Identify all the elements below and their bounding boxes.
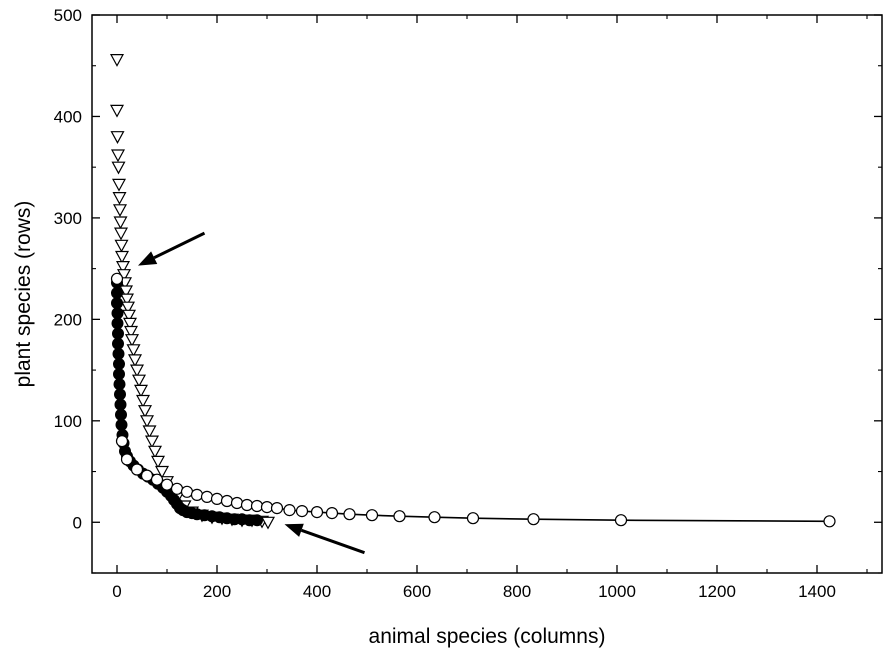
- series-3-point: [393, 510, 406, 523]
- series-1-point: [131, 374, 147, 388]
- series-3-point: [140, 469, 154, 482]
- series-1-point: [142, 425, 157, 439]
- series-1-point: [110, 149, 126, 163]
- series-1-point: [119, 293, 135, 307]
- y-tick-label: 400: [54, 107, 82, 126]
- x-axis-title: animal species (columns): [369, 625, 606, 648]
- series-1-point: [113, 216, 128, 230]
- series-3-point: [527, 513, 540, 526]
- annotation-arrow-2: [284, 523, 366, 555]
- series-1-point: [114, 250, 130, 264]
- series-1-point: [137, 405, 153, 418]
- y-tick-label: 200: [54, 310, 82, 329]
- axes: 0 200 400 600 800 1000 1200 1400 0 100 200 300 400 50…: [54, 6, 883, 601]
- series-1-point: [118, 285, 134, 299]
- series-1-point: [113, 227, 129, 241]
- series-1-point: [127, 354, 143, 368]
- series-3-point: [466, 512, 480, 525]
- x-tick-label: 400: [303, 582, 331, 601]
- series-3-point: [365, 509, 379, 522]
- series-3-point: [240, 498, 254, 512]
- series-1-point: [129, 364, 145, 378]
- plot-frame: [91, 14, 883, 574]
- series-1-point: [109, 54, 125, 67]
- series-1-point: [126, 344, 141, 358]
- plot-marks: [109, 54, 836, 555]
- series-1-point: [139, 415, 155, 429]
- series-3-point: [120, 453, 134, 466]
- series-3-point: [130, 463, 144, 476]
- series-3-point: [283, 504, 296, 517]
- arrow-shaft: [153, 231, 206, 260]
- arrow-shaft: [300, 528, 366, 555]
- series-1-point: [115, 261, 131, 274]
- series-1-point: [124, 334, 140, 347]
- series-1-point: [122, 317, 138, 331]
- series-3-point: [295, 505, 309, 518]
- series-3-point: [343, 508, 356, 521]
- series-1-point: [109, 104, 125, 118]
- series-1-point: [123, 325, 139, 339]
- y-tick-label: 500: [54, 6, 82, 25]
- series-1-point: [147, 445, 163, 459]
- series-3-point: [270, 502, 284, 515]
- x-tick-label: 1200: [698, 582, 736, 601]
- series-1-point: [112, 192, 127, 205]
- series-3-point: [210, 492, 224, 505]
- x-tick-label: 200: [203, 582, 231, 601]
- series-1-point: [111, 161, 126, 175]
- series-3-point: [200, 490, 214, 503]
- arrow-head: [138, 251, 158, 266]
- series-2-point: [113, 368, 125, 381]
- series-3-point: [428, 511, 441, 524]
- y-tick-label: 300: [54, 209, 82, 228]
- y-axis-title: plant species (rows): [12, 201, 35, 388]
- series-1-point: [144, 435, 160, 449]
- series-1-point: [121, 309, 137, 323]
- series-3-point: [250, 499, 264, 513]
- series-3-point: [180, 485, 194, 498]
- series-3-point: [160, 478, 174, 491]
- series-1-point: [120, 301, 136, 315]
- x-tick-label: 800: [503, 582, 531, 601]
- series-3-point: [260, 501, 274, 514]
- series-3-point: [150, 473, 164, 486]
- annotation-arrow-1: [138, 231, 206, 266]
- series-1-point: [260, 516, 276, 530]
- series-3-point: [115, 435, 129, 448]
- series-1-point: [133, 384, 149, 398]
- series-3-point: [823, 515, 836, 528]
- series-3-point: [614, 514, 628, 527]
- x-tick-label: 0: [112, 582, 121, 601]
- arrow-head: [284, 523, 304, 537]
- series-3-point: [220, 494, 234, 508]
- series-2-point: [251, 514, 263, 527]
- y-tick-label: 100: [54, 412, 82, 431]
- series-3: [110, 272, 836, 528]
- series-1-point: [154, 465, 170, 479]
- series-1-point: [110, 131, 125, 144]
- x-tick-label: 600: [403, 582, 431, 601]
- series-1-point: [150, 455, 166, 469]
- y-tick-label: 0: [73, 513, 82, 532]
- series-3-point: [110, 272, 124, 285]
- series-1-point: [114, 239, 129, 253]
- series-3-point: [310, 505, 324, 519]
- series-3-point: [170, 482, 184, 495]
- x-tick-label: 1400: [798, 582, 836, 601]
- series-1-point: [111, 178, 127, 192]
- series-3-point: [325, 506, 339, 520]
- series-3-point: [230, 496, 244, 510]
- series-2-point: [112, 337, 124, 350]
- x-tick-label: 1000: [598, 582, 636, 601]
- series-1-point: [112, 204, 128, 218]
- series-1-point: [135, 394, 151, 408]
- series-3-point: [190, 488, 204, 501]
